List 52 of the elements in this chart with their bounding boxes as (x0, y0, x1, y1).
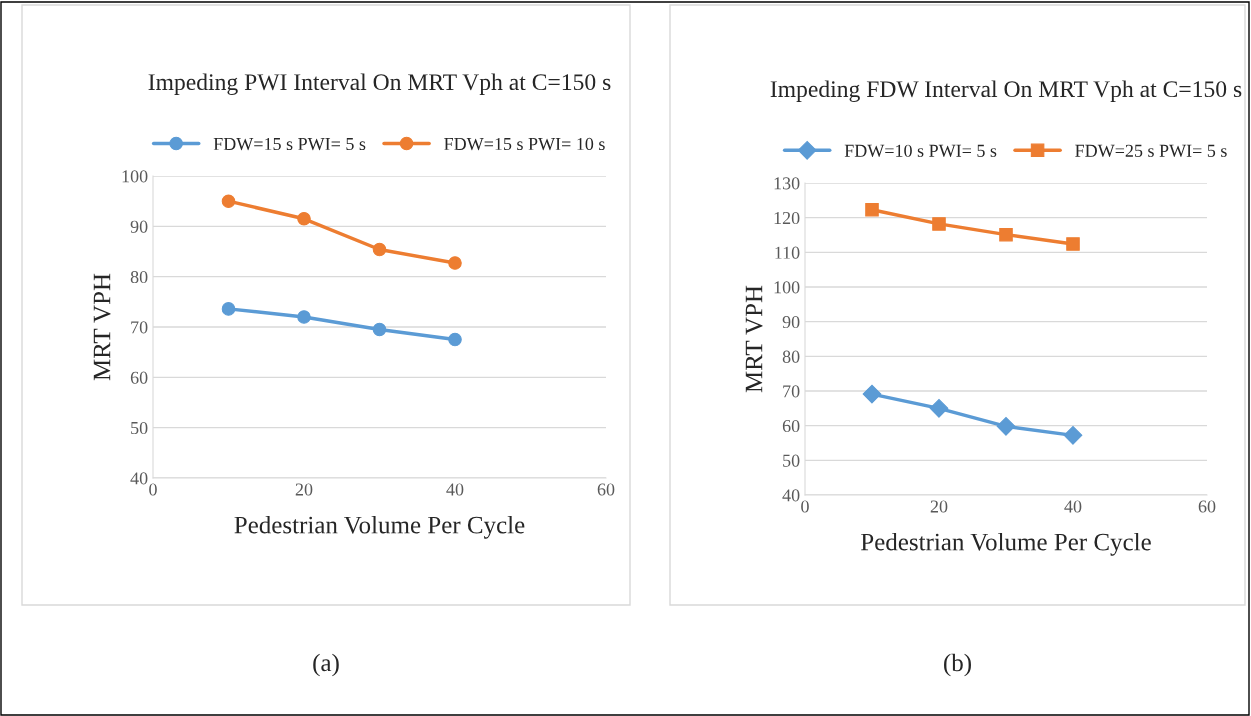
y-tick-label: 70 (783, 385, 800, 398)
x-axis-title: Pedestrian Volume Per Cycle (861, 532, 1151, 556)
point (1063, 426, 1083, 445)
y-tick-label: 120 (774, 211, 800, 225)
point (448, 332, 462, 347)
y-tick-label: 70 (131, 321, 148, 334)
y-tick-label: 60 (130, 371, 148, 384)
y-tick-label: 90 (782, 315, 800, 329)
point (932, 217, 946, 231)
legend-label: FDW=25 s PWI= 5 s (1075, 144, 1227, 157)
y-tick-label: 40 (130, 472, 148, 485)
text: (b) (944, 653, 971, 677)
x-tick-label: 40 (1064, 500, 1082, 513)
point (372, 242, 387, 257)
x-tick-label: 40 (446, 483, 464, 496)
x-tick-label: 0 (149, 483, 157, 496)
point (999, 227, 1013, 242)
y-axis-title: MRT VPH (93, 273, 111, 381)
y-tick-label: 130 (774, 177, 800, 190)
point (221, 194, 236, 208)
y-tick-label: 100 (774, 281, 800, 294)
y-tick-label: 80 (130, 270, 148, 284)
text: (a) (313, 653, 339, 677)
x-axis-title: Pedestrian Volume Per Cycle (234, 515, 525, 539)
point (996, 417, 1016, 436)
y-tick-label: 110 (775, 246, 800, 259)
chart-title: Impeding PWI Interval On MRT Vph at C=150 s (148, 73, 611, 95)
x-tick-label: 0 (801, 500, 809, 513)
y-tick-label: 80 (782, 350, 800, 363)
point (865, 202, 879, 217)
point (862, 384, 882, 404)
point (297, 212, 311, 226)
y-axis-title: MRT VPH (745, 285, 763, 393)
x-tick-label: 20 (295, 483, 313, 496)
point (1066, 237, 1080, 251)
y-tick-label: 50 (783, 454, 800, 467)
point (929, 398, 949, 418)
y-tick-label: 90 (130, 220, 148, 233)
y-tick-label: 100 (122, 170, 148, 183)
y-tick-label: 60 (782, 419, 800, 433)
chart-title: Impeding FDW Interval On MRT Vph at C=150 s (770, 80, 1242, 102)
y-tick-label: 50 (131, 421, 148, 435)
legend-label: FDW=15 s PWI= 5 s (213, 137, 366, 151)
point (221, 302, 236, 316)
point (297, 310, 311, 324)
x-tick-label: 20 (930, 500, 948, 513)
legend-label: FDW=15 s PWI= 10 s (444, 137, 605, 151)
legend-label: FDW=10 s PWI= 5 s (844, 144, 997, 157)
x-tick-label: 60 (1198, 500, 1216, 513)
x-tick-label: 60 (597, 483, 615, 496)
point (448, 256, 462, 270)
point (372, 322, 387, 337)
